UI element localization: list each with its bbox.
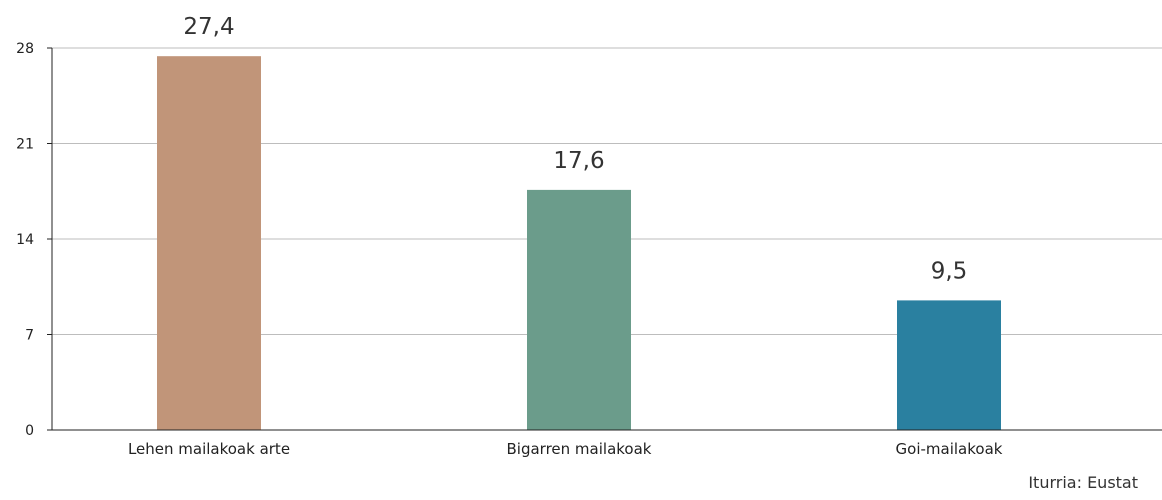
source-note: Iturria: Eustat: [1028, 473, 1138, 492]
bar: [527, 189, 631, 430]
bar: [897, 300, 1001, 430]
bar: [157, 56, 261, 430]
category-label: Lehen mailakoak arte: [128, 440, 290, 458]
y-tick-label: 14: [16, 232, 34, 248]
data-labels: 27,4 17,6 9,5: [183, 14, 967, 284]
x-axis-categories: Lehen mailakoak arte Bigarren mailakoak Go…: [128, 440, 1003, 458]
y-tick-label: 0: [25, 423, 34, 439]
category-label: Bigarren mailakoak: [507, 440, 652, 458]
y-tick-label: 21: [16, 137, 34, 153]
bars: [157, 56, 1001, 430]
y-tick-label: 7: [25, 328, 34, 344]
bar-value-label: 9,5: [931, 258, 968, 284]
category-label: Goi-mailakoak: [896, 440, 1003, 458]
y-axis-ticks: 0 7 14 21 28: [16, 41, 52, 439]
y-tick-label: 28: [16, 41, 34, 57]
bar-value-label: 17,6: [553, 148, 604, 174]
bar-value-label: 27,4: [183, 14, 234, 40]
